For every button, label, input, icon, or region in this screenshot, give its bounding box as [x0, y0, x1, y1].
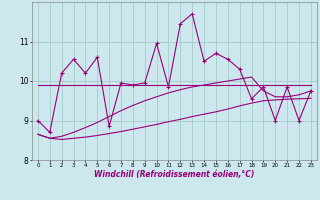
X-axis label: Windchill (Refroidissement éolien,°C): Windchill (Refroidissement éolien,°C)	[94, 170, 255, 179]
